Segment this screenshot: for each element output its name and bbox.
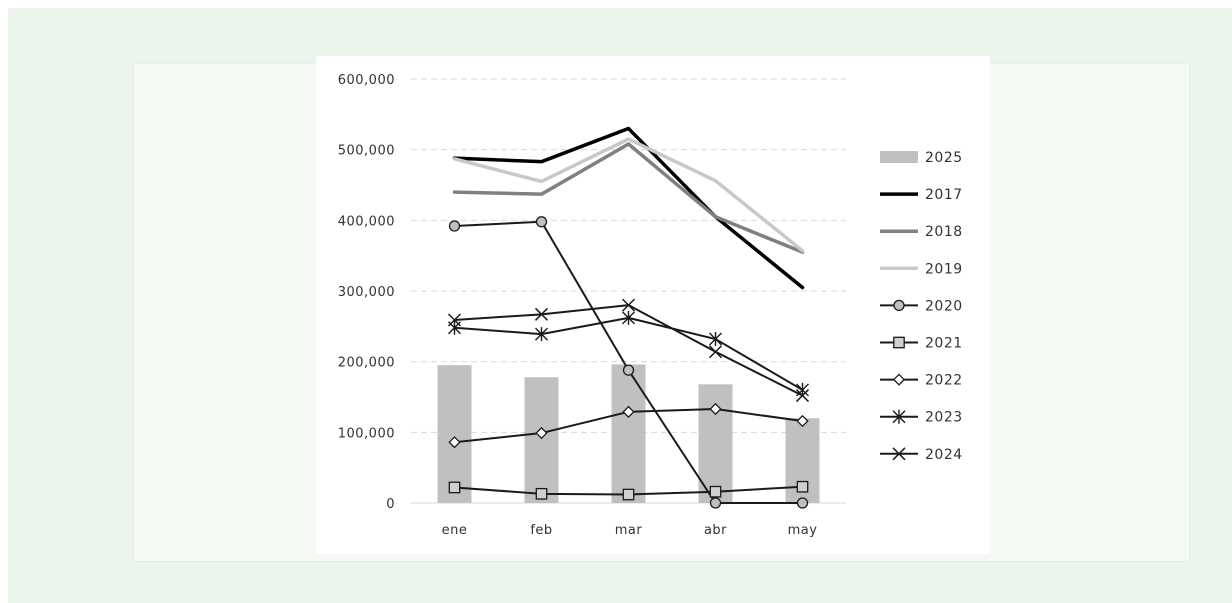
legend-label: 2019 [925, 261, 963, 277]
x-tick-label: may [788, 523, 818, 538]
series-2020-marker [535, 216, 548, 228]
series-2022-marker [622, 405, 635, 418]
legend-label: 2017 [925, 187, 963, 203]
x-tick-label: mar [615, 523, 643, 538]
legend-marker [892, 409, 906, 424]
series-2025-bar [611, 364, 646, 503]
legend-item-2021: 2021 [880, 336, 963, 352]
legend-swatch [880, 151, 918, 163]
series-2020-marker [622, 364, 635, 376]
legend-item-2018: 2018 [880, 224, 963, 240]
series-2022-marker [448, 436, 461, 449]
y-tick-label: 100,000 [338, 426, 395, 441]
legend-label: 2022 [925, 373, 963, 389]
x-tick-label: ene [442, 523, 468, 538]
bar-series [437, 364, 820, 503]
legend-marker [893, 299, 905, 312]
series-2020-marker [448, 220, 461, 232]
series-2019-line [452, 137, 805, 253]
axes: 0 100,000 200,000 300,000 400,000 500,000 600,… [338, 73, 846, 538]
series-2020-marker [796, 497, 809, 509]
x-tick-label: feb [530, 523, 552, 538]
legend-item-2019: 2019 [880, 261, 963, 277]
series-2024-marker [534, 307, 549, 321]
gridlines [411, 78, 846, 433]
series-2021-marker [709, 485, 722, 498]
y-tick-label: 300,000 [338, 285, 395, 300]
series-2022-marker [535, 426, 548, 440]
series-2024-marker [795, 389, 810, 403]
legend-item-2020: 2020 [880, 298, 963, 314]
series-2022-marker [796, 414, 809, 428]
legend-label: 2020 [925, 298, 963, 314]
legend-item-2025: 2025 [880, 150, 963, 166]
x-tick-label: abr [704, 523, 727, 538]
y-tick-label: 0 [386, 497, 395, 512]
series-2017-line [452, 126, 805, 290]
line-series [447, 126, 810, 509]
chart-svg: 0 100,000 200,000 300,000 400,000 500,000 600,… [338, 73, 963, 538]
legend-label: 2025 [925, 150, 963, 166]
series-2023-marker [535, 327, 548, 342]
legend-marker [892, 447, 906, 461]
legend-item-2024: 2024 [880, 447, 963, 463]
series-2025-bar [437, 365, 472, 503]
legend: 2025 2017 2018 2019 2020 2021 2022 2023 2024 [880, 150, 963, 463]
legend-item-2023: 2023 [880, 409, 963, 426]
series-2023-marker [709, 332, 722, 347]
series-2024-marker [447, 313, 462, 327]
y-tick-label: 500,000 [338, 144, 395, 159]
legend-label: 2018 [925, 224, 963, 240]
series-2021-marker [796, 480, 809, 493]
legend-item-2017: 2017 [880, 187, 963, 203]
legend-label: 2024 [925, 447, 963, 463]
legend-marker [893, 336, 905, 349]
y-tick-label: 600,000 [338, 73, 395, 88]
series-2021-marker [448, 481, 461, 494]
series-2021-marker [622, 488, 635, 501]
series-2020-marker [709, 497, 722, 509]
legend-marker [892, 373, 906, 386]
series-2021-marker [535, 487, 548, 500]
series-2024-marker [621, 298, 636, 312]
series-2023-marker [622, 310, 635, 325]
legend-item-2022: 2022 [880, 373, 963, 389]
series-2025-bar [524, 377, 559, 503]
series-2024-marker [708, 345, 723, 359]
legend-label: 2021 [925, 336, 963, 352]
series-2022-marker [709, 402, 722, 416]
y-tick-label: 200,000 [338, 356, 395, 371]
series-2018-line [452, 142, 805, 254]
chart-card: 0 100,000 200,000 300,000 400,000 500,000 600,… [316, 56, 990, 554]
legend-label: 2023 [925, 410, 963, 426]
y-tick-label: 400,000 [338, 214, 395, 229]
